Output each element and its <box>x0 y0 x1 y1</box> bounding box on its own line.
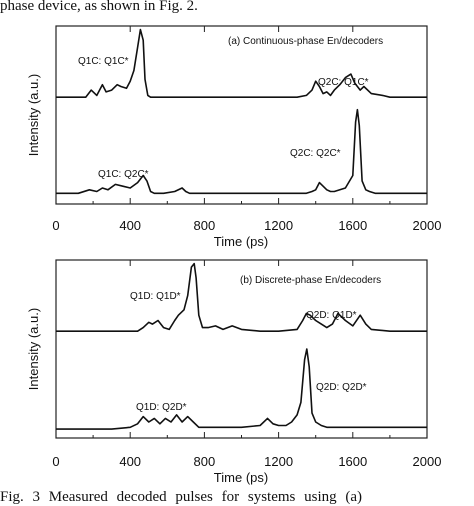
panel-a-x-tick-labels: 0 400 800 1200 1600 2000 <box>52 218 441 233</box>
panel-b-x-tick-label-1: 400 <box>119 454 141 469</box>
panel-b-y-axis-title: Intensity (a.u.) <box>26 308 41 390</box>
panel-a-series-0-line <box>56 28 427 98</box>
annotation-q2d-q1d: Q2D: Q1D* <box>306 310 357 321</box>
panel-b-frame <box>55 259 428 439</box>
panel-a-x-tick-label-5: 2000 <box>413 218 442 233</box>
panel-a-x-tick-label-3: 1200 <box>264 218 293 233</box>
panel-a-x-tick-label-4: 1600 <box>338 218 367 233</box>
panel-a-x-tick-label-2: 800 <box>194 218 216 233</box>
caption-bottom-text: Fig. 3 Measured decoded pulses for syste… <box>0 489 363 505</box>
annotation-q1d-q1d: Q1D: Q1D* <box>130 291 181 302</box>
panel-b-series <box>56 262 427 430</box>
panel-b: (b) Discrete-phase En/decoders Q1D: Q1D*… <box>26 259 441 485</box>
panel-b-series-0-line <box>56 262 427 332</box>
panel-a: (a) Continuous-phase En/decoders Q1C: Q1… <box>26 25 441 249</box>
panel-b-series-1-line <box>56 348 427 430</box>
annotation-q1c-q1c: Q1C: Q1C* <box>78 56 129 67</box>
panel-b-title: (b) Discrete-phase En/decoders <box>240 275 381 286</box>
panel-a-x-axis-title: Time (ps) <box>214 234 268 249</box>
panel-a-x-tick-label-1: 400 <box>119 218 141 233</box>
panel-b-x-tick-label-4: 1600 <box>338 454 367 469</box>
panel-b-x-tick-label-0: 0 <box>52 454 59 469</box>
annotation-q1c-q2c: Q1C: Q2C* <box>98 169 149 180</box>
panel-b-x-axis-title: Time (ps) <box>214 470 268 485</box>
panel-b-x-tick-label-2: 800 <box>194 454 216 469</box>
panel-a-ticks <box>55 26 428 204</box>
panel-b-x-tick-label-5: 2000 <box>413 454 442 469</box>
caption-top-text: phase device, as shown in Fig. 2. <box>0 0 198 14</box>
panel-b-x-tick-label-3: 1200 <box>264 454 293 469</box>
annotation-q2c-q1c: Q2C: Q1C* <box>318 77 369 88</box>
panel-b-x-tick-labels: 0 400 800 1200 1600 2000 <box>52 454 441 469</box>
panel-a-y-axis-title: Intensity (a.u.) <box>26 74 41 156</box>
panel-a-series <box>56 28 427 195</box>
annotation-q1d-q2d: Q1D: Q2D* <box>136 402 187 413</box>
panel-b-ticks <box>55 260 428 438</box>
panel-a-title: (a) Continuous-phase En/decoders <box>228 36 383 47</box>
panel-a-x-tick-label-0: 0 <box>52 218 59 233</box>
annotation-q2c-q2c: Q2C: Q2C* <box>290 148 341 159</box>
panel-a-series-1-line <box>56 108 427 195</box>
annotation-q2d-q2d: Q2D: Q2D* <box>316 382 367 393</box>
